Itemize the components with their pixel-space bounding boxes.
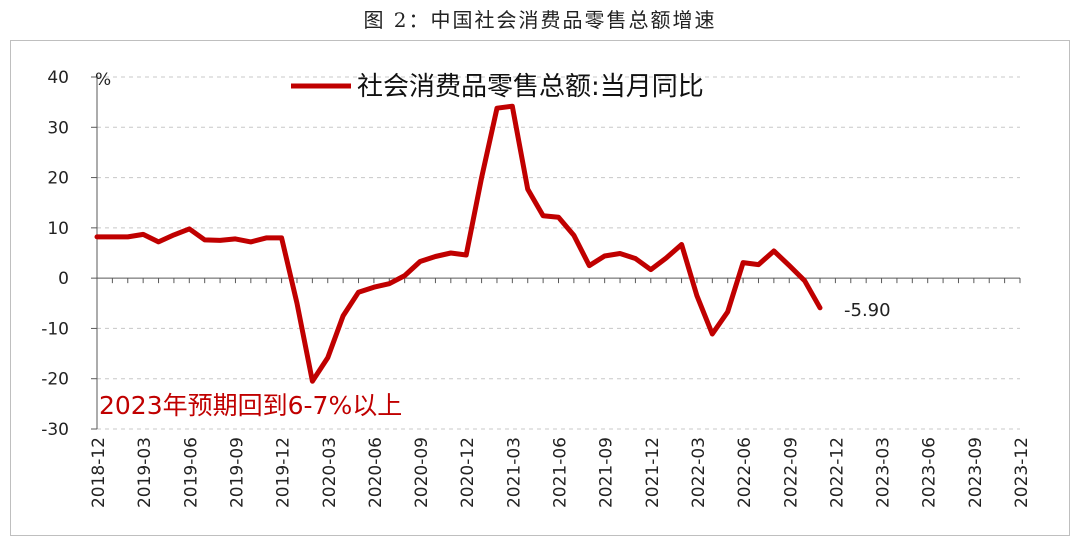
chart-frame: 40 30 20 10 0 -10 -20 -30% 2018-12 2019-03 2019-06… (10, 40, 1070, 536)
x-tick-label: 2020-12 (458, 437, 478, 508)
y-tick-label: -20 (41, 370, 69, 390)
x-tick-label: 2020-03 (320, 437, 340, 508)
y-tick-label: 40 (47, 68, 69, 88)
x-tick-label: 2019-03 (135, 437, 155, 508)
x-tick-label: 2021-06 (551, 437, 571, 508)
legend-label: 社会消费品零售总额:当月同比 (357, 72, 704, 102)
x-tick-label: 2022-03 (689, 437, 709, 508)
x-tick-label: 2022-12 (827, 437, 847, 508)
x-tick-label: 2022-06 (735, 437, 755, 508)
line-chart: 40 30 20 10 0 -10 -20 -30% 2018-12 2019-03 2019-06… (41, 68, 1032, 508)
x-tick-label: 2018-12 (89, 437, 109, 508)
x-tick-label: 2019-12 (274, 437, 294, 508)
x-tick-label: 2020-06 (366, 437, 386, 508)
x-tick-label: 2023-09 (966, 437, 986, 508)
x-tick-label: 2020-09 (412, 437, 432, 508)
x-tick-label: 2019-09 (227, 437, 247, 508)
chart-title: 图 2：中国社会消费品零售总额增速 (363, 8, 717, 32)
x-tick-label: 2021-09 (597, 437, 617, 508)
x-tick-label: 2021-03 (504, 437, 524, 508)
x-tick-label: 2023-03 (874, 437, 894, 508)
y-tick-label: 20 (47, 169, 69, 189)
y-tick-label: 30 (47, 118, 69, 138)
x-tick-label: 2023-12 (1012, 437, 1032, 508)
x-tick-label: 2023-06 (920, 437, 940, 508)
x-tick-label: 2019-06 (181, 437, 201, 508)
y-tick-label: 0 (58, 269, 69, 289)
y-unit-label: % (95, 70, 111, 90)
y-tick-label: -30 (41, 420, 69, 440)
x-tick-label: 2021-12 (643, 437, 663, 508)
series-line (94, 103, 823, 384)
y-tick-label: -10 (41, 319, 69, 339)
last-value-label: -5.90 (844, 300, 891, 321)
forecast-annotation: 2023年预期回到6-7%以上 (99, 391, 402, 420)
x-tick-label: 2022-09 (781, 437, 801, 508)
y-tick-label: 10 (47, 219, 69, 239)
